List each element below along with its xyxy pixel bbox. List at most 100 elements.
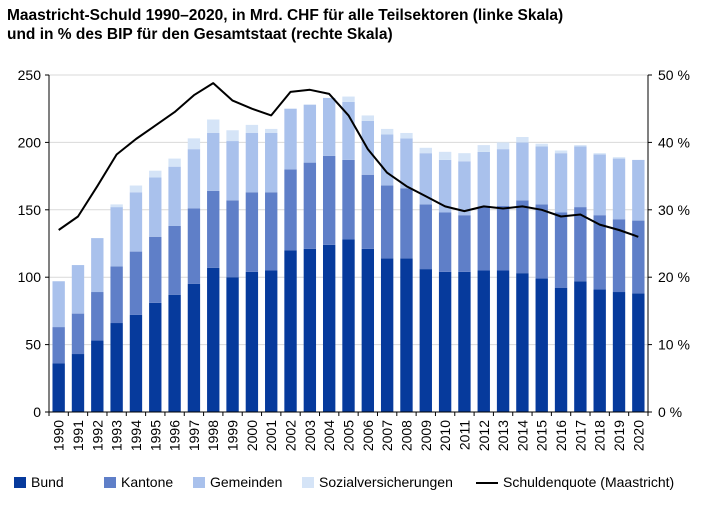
x-axis-ticks: 1990 1991 1992 1993 1994 1995 1996 1997 1998 1999… xyxy=(48,412,649,451)
x-ticklabel-1998: 1998 xyxy=(205,420,221,451)
y-left-ticklabel-100: 100 xyxy=(18,269,42,285)
bar-sozialversicherungen-2005 xyxy=(342,96,355,102)
bar-bund-2015 xyxy=(535,278,548,412)
x-ticklabel-2001: 2001 xyxy=(263,420,279,451)
bar-kantone-2006 xyxy=(361,174,375,249)
y-left-ticklabel-0: 0 xyxy=(33,404,41,420)
bar-kantone-2000 xyxy=(245,192,259,272)
bar-kantone-1998 xyxy=(207,190,220,268)
chart-title-line-2: und in % des BIP für den Gesamtstaat (re… xyxy=(7,26,393,43)
x-ticklabel-1993: 1993 xyxy=(109,420,125,451)
bar-sozialversicherungen-2018 xyxy=(593,153,606,155)
bar-kantone-2020 xyxy=(632,220,645,294)
bar-bund-2020 xyxy=(632,293,645,412)
bar-gemeinden-2011 xyxy=(458,161,471,216)
x-ticklabel-2000: 2000 xyxy=(244,420,260,451)
legend-label-bund: Bund xyxy=(31,474,64,490)
bar-bund-1991 xyxy=(71,354,85,412)
bar-gemeinden-2016 xyxy=(554,153,568,213)
bar-bund-1993 xyxy=(110,323,123,412)
bar-gemeinden-1996 xyxy=(168,166,181,226)
legend-swatch-sozialversicherungen xyxy=(302,477,314,488)
legend-label-kantone: Kantone xyxy=(121,474,173,490)
bar-bund-2019 xyxy=(612,292,626,412)
bar-kantone-2009 xyxy=(419,204,432,270)
y-left-ticklabel-150: 150 xyxy=(18,202,42,218)
bar-kantone-2003 xyxy=(303,162,317,249)
bar-gemeinden-2018 xyxy=(593,154,606,216)
bar-gemeinden-2013 xyxy=(496,149,510,206)
legend: Bund Kantone Gemeinden Sozialversicherungen… xyxy=(14,474,674,490)
bar-kantone-2018 xyxy=(593,215,606,290)
y-left-ticklabel-250: 250 xyxy=(18,67,42,83)
bar-sozialversicherungen-2000 xyxy=(245,124,259,133)
x-ticklabel-2009: 2009 xyxy=(418,420,434,451)
bar-sozialversicherungen-1998 xyxy=(207,119,220,133)
bar-kantone-2015 xyxy=(535,204,548,279)
bar-gemeinden-2020 xyxy=(632,159,645,221)
x-ticklabel-2004: 2004 xyxy=(321,420,337,451)
bar-bund-2006 xyxy=(361,248,375,412)
bar-kantone-2004 xyxy=(322,155,336,245)
bar-kantone-1995 xyxy=(149,236,162,303)
x-ticklabel-2019: 2019 xyxy=(611,420,627,451)
bar-kantone-2012 xyxy=(477,207,490,271)
bar-bund-2002 xyxy=(284,250,297,412)
bar-bund-1992 xyxy=(91,340,104,412)
bar-kantone-2014 xyxy=(516,200,529,274)
bar-sozialversicherungen-1997 xyxy=(187,138,201,150)
bar-bund-2016 xyxy=(554,287,568,412)
bar-gemeinden-1991 xyxy=(71,265,85,314)
legend-swatch-bund xyxy=(14,477,26,488)
bar-gemeinden-2019 xyxy=(612,158,626,220)
bar-bund-2004 xyxy=(322,244,336,412)
x-ticklabel-1995: 1995 xyxy=(147,420,163,451)
bar-gemeinden-1993 xyxy=(110,207,123,267)
bar-gemeinden-2008 xyxy=(400,138,413,189)
bar-sozialversicherungen-2001 xyxy=(265,128,278,133)
bar-bund-2007 xyxy=(380,258,394,412)
bar-bund-2017 xyxy=(574,281,587,412)
x-ticklabel-1990: 1990 xyxy=(51,420,67,451)
bar-gemeinden-2009 xyxy=(419,153,432,205)
debt-ratio-line xyxy=(58,82,639,238)
y-right-ticklabel-3: 30 % xyxy=(658,202,690,218)
bar-bund-2003 xyxy=(303,248,317,412)
bar-sozialversicherungen-2009 xyxy=(419,147,432,154)
x-ticklabel-1996: 1996 xyxy=(167,420,183,451)
bar-bund-2014 xyxy=(516,273,529,412)
bar-sozialversicherungen-2008 xyxy=(400,132,413,139)
bar-gemeinden-2000 xyxy=(245,132,259,193)
x-ticklabel-2003: 2003 xyxy=(302,420,318,451)
bar-sozialversicherungen-2013 xyxy=(496,142,510,150)
bar-gemeinden-1998 xyxy=(207,132,220,191)
bar-sozialversicherungen-1996 xyxy=(168,158,181,167)
bar-bund-1994 xyxy=(129,314,143,412)
x-ticklabel-2008: 2008 xyxy=(398,420,414,451)
bar-gemeinden-2004 xyxy=(322,97,336,156)
y-right-ticklabel-0: 0 % xyxy=(658,404,682,420)
bar-gemeinden-2014 xyxy=(516,142,529,201)
bar-kantone-1993 xyxy=(110,266,123,324)
bar-bund-2001 xyxy=(265,270,278,412)
bar-gemeinden-1990 xyxy=(52,281,65,328)
bar-kantone-1990 xyxy=(52,327,65,364)
bar-bund-2005 xyxy=(342,239,355,412)
bar-gemeinden-2002 xyxy=(284,108,297,170)
bar-gemeinden-2010 xyxy=(438,159,452,213)
bar-kantone-2010 xyxy=(438,212,452,272)
bar-kantone-2002 xyxy=(284,169,297,251)
bar-gemeinden-2012 xyxy=(477,151,490,208)
bar-sozialversicherungen-2019 xyxy=(612,157,626,159)
bar-bund-1990 xyxy=(52,363,65,412)
x-ticklabel-1999: 1999 xyxy=(225,420,241,451)
bar-gemeinden-2001 xyxy=(265,132,278,193)
bar-gemeinden-2007 xyxy=(380,134,394,186)
axes xyxy=(48,75,649,413)
x-ticklabel-2011: 2011 xyxy=(456,420,472,450)
x-ticklabel-2006: 2006 xyxy=(360,420,376,451)
bar-kantone-2008 xyxy=(400,188,413,259)
bar-sozialversicherungen-2011 xyxy=(458,153,471,162)
bar-bund-2018 xyxy=(593,289,606,412)
